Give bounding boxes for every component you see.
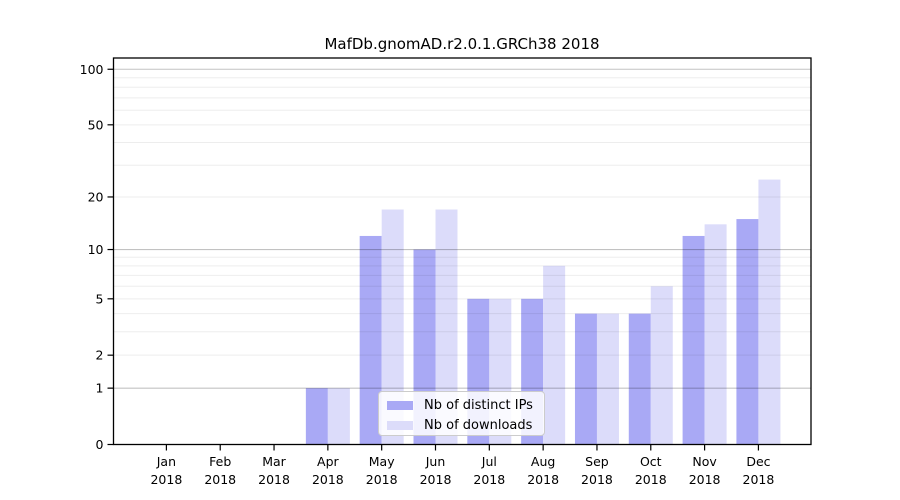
y-tick-label-100: 100 <box>80 62 104 77</box>
chart-title: MafDb.gnomAD.r2.0.1.GRCh38 2018 <box>324 35 600 53</box>
x-tick-label-year-aug: 2018 <box>527 472 559 487</box>
bar-downloads-jun <box>435 209 458 445</box>
legend-item-downloads: Nb of downloads <box>387 415 544 435</box>
bar-downloads-apr <box>327 388 350 445</box>
x-tick-label-year-may: 2018 <box>366 472 398 487</box>
x-tick-label-year-feb: 2018 <box>204 472 236 487</box>
bar-downloads-sep <box>596 313 619 445</box>
plot-border <box>112 57 812 446</box>
legend-item-distinct-ips: Nb of distinct IPs <box>387 395 544 415</box>
x-tick-label-year-jul: 2018 <box>473 472 505 487</box>
bar-downloads-oct <box>650 286 673 445</box>
bar-distinct-ips-may <box>359 235 382 445</box>
bar-distinct-ips-oct <box>628 313 651 445</box>
x-tick-label-month-nov: Nov <box>692 454 717 469</box>
x-tick-label-year-apr: 2018 <box>312 472 344 487</box>
x-tick-label-year-jun: 2018 <box>420 472 452 487</box>
legend-label-downloads: Nb of downloads <box>424 417 533 433</box>
x-tick-label-year-dec: 2018 <box>743 472 775 487</box>
bar-downloads-may <box>381 209 404 445</box>
bar-distinct-ips-sep <box>574 313 597 445</box>
bar-distinct-ips-nov <box>682 235 705 445</box>
y-tick-label-5: 5 <box>96 291 104 306</box>
y-tick-label-0: 0 <box>96 437 104 452</box>
x-tick-label-year-nov: 2018 <box>689 472 721 487</box>
x-tick-label-month-dec: Dec <box>746 454 770 469</box>
x-tick-label-month-feb: Feb <box>209 454 231 469</box>
y-tick-label-2: 2 <box>96 348 104 363</box>
x-tick-label-year-sep: 2018 <box>581 472 613 487</box>
legend-swatch-distinct-ips <box>387 400 413 410</box>
x-tick-label-month-jan: Jan <box>156 454 176 469</box>
legend: Nb of distinct IPs Nb of downloads <box>378 391 545 436</box>
x-tick-label-month-apr: Apr <box>317 454 339 469</box>
x-tick-label-month-aug: Aug <box>531 454 555 469</box>
legend-label-distinct-ips: Nb of distinct IPs <box>424 397 533 413</box>
x-tick-label-month-mar: Mar <box>262 454 286 469</box>
x-tick-label-month-may: May <box>369 454 395 469</box>
bar-distinct-ips-dec <box>736 219 759 445</box>
x-tick-label-year-oct: 2018 <box>635 472 667 487</box>
x-tick-label-year-mar: 2018 <box>258 472 290 487</box>
x-tick-label-month-sep: Sep <box>585 454 609 469</box>
x-tick-label-month-jun: Jun <box>425 454 446 469</box>
bar-downloads-aug <box>543 265 566 445</box>
y-tick-label-20: 20 <box>88 189 104 204</box>
x-tick-label-year-jan: 2018 <box>150 472 182 487</box>
y-tick-label-50: 50 <box>88 117 104 132</box>
bar-distinct-ips-apr <box>305 388 328 445</box>
x-tick-label-month-oct: Oct <box>640 454 662 469</box>
y-tick-label-1: 1 <box>96 381 104 396</box>
y-tick-label-10: 10 <box>88 242 104 257</box>
bar-downloads-dec <box>758 179 781 445</box>
legend-swatch-downloads <box>387 420 413 430</box>
x-tick-label-month-jul: Jul <box>481 454 497 469</box>
bar-downloads-nov <box>704 224 727 445</box>
